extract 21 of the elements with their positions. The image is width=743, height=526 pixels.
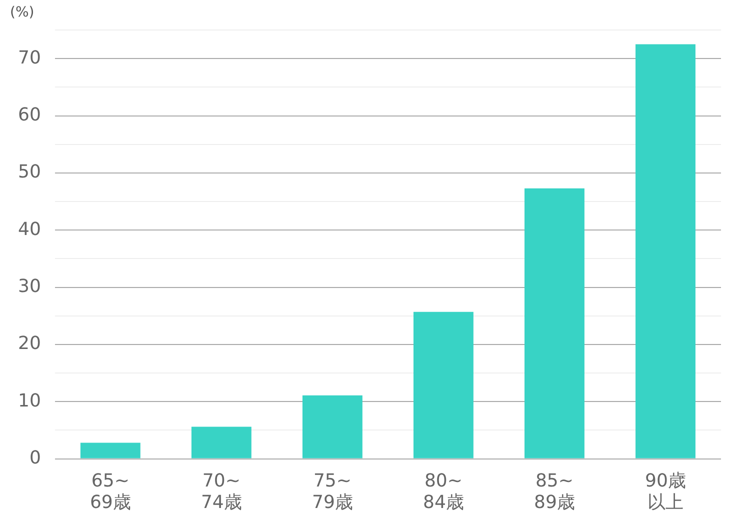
x-tick-label: 75~79歳 [312,470,353,513]
x-tick-label: 70~74歳 [200,470,242,513]
bar [524,188,584,458]
x-tick-label: 90歳以上 [645,470,686,513]
bar [413,312,474,458]
bar [80,442,140,458]
y-tick-label: 50 [18,162,41,183]
x-tick-label: 85~89歳 [534,470,575,513]
y-axis-title: (%) [10,4,34,21]
y-tick-label: 70 [18,47,41,68]
y-tick-label: 20 [18,333,41,354]
x-tick-label: 65~69歳 [90,470,131,513]
y-tick-label: 30 [18,276,41,297]
y-tick-label: 40 [18,218,41,240]
y-tick-label: 0 [29,447,41,468]
bar [636,44,696,458]
x-tick-label: 80~84歳 [423,470,464,513]
y-tick-label: 10 [18,390,41,412]
y-tick-label: 60 [18,104,41,126]
bar [191,426,252,458]
bar [302,395,362,458]
